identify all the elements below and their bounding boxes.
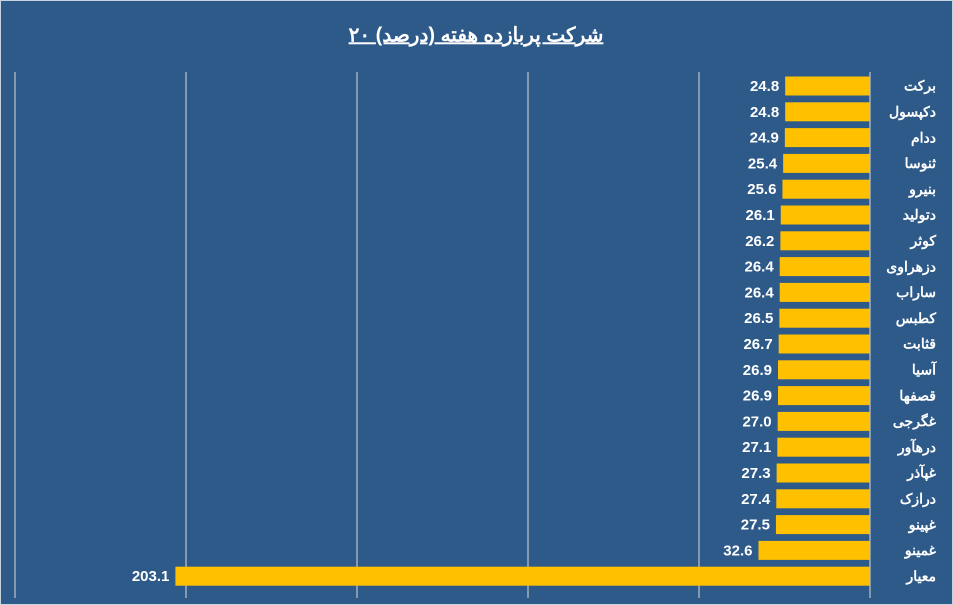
bar [778,334,870,354]
y-tick-label: غمینو [904,542,937,559]
value-label: 25.4 [748,155,778,172]
y-tick-label: غگرجی [893,413,937,430]
bar [758,540,870,560]
y-tick-label: آسیا [912,361,937,378]
y-tick-label: غپینو [908,516,937,533]
value-label: 203.1 [132,568,170,585]
bar [780,205,870,225]
y-tick-label: کطبس [896,310,937,327]
y-tick-label: دکپسول [889,104,936,121]
value-label: 24.8 [750,104,779,121]
value-label: 27.3 [741,465,770,482]
value-label: 27.0 [742,413,771,430]
chart-title: ۲۰ شرکت پربازده هفته (درصد) [349,24,604,47]
value-label: 27.5 [741,517,770,534]
value-label: 26.9 [743,362,772,379]
y-tick-label: معیار [905,568,936,585]
y-tick-label: غپآذر [906,464,936,482]
bar [777,437,870,457]
y-tick-label: برکت [904,78,936,95]
y-tick-label: ساراب [896,284,936,301]
value-label: 32.6 [723,542,752,559]
y-tick-label: کوثر [909,233,936,250]
y-tick-label: قصفها [899,387,936,404]
value-label: 26.7 [743,336,772,353]
bar [782,179,870,199]
value-label: 26.4 [745,284,775,301]
value-label: 26.4 [745,259,775,276]
value-label: 27.4 [741,491,771,508]
value-label: 24.8 [750,78,779,95]
bar [779,308,870,328]
value-label: 26.2 [745,233,774,250]
y-tick-label: قثابت [903,336,936,352]
value-label: 26.9 [743,388,772,405]
y-tick-label: ثنوسا [905,155,936,172]
bar [175,566,870,586]
bar [778,360,870,380]
bar [779,282,870,302]
y-tick-label: بنیرو [908,181,936,198]
value-label: 27.1 [742,439,771,456]
value-label: 26.1 [746,207,775,224]
bar [783,153,870,173]
value-label: 26.5 [744,310,773,327]
y-tick-label: درازک [900,491,936,508]
bar [780,231,870,251]
bar [776,489,870,509]
bar [784,128,870,148]
bar [777,411,870,431]
bar [778,386,870,406]
bar [785,102,870,122]
y-tick-label: دتولید [903,207,936,224]
bar [779,257,870,277]
y-tick-label: ددام [911,129,936,146]
bar [785,76,870,96]
bar [776,463,870,483]
value-label: 25.6 [747,181,776,198]
bar [775,515,870,535]
y-tick-label: دزهراوی [886,258,936,275]
y-tick-label: درهآور [897,438,936,456]
value-label: 24.9 [750,130,779,147]
